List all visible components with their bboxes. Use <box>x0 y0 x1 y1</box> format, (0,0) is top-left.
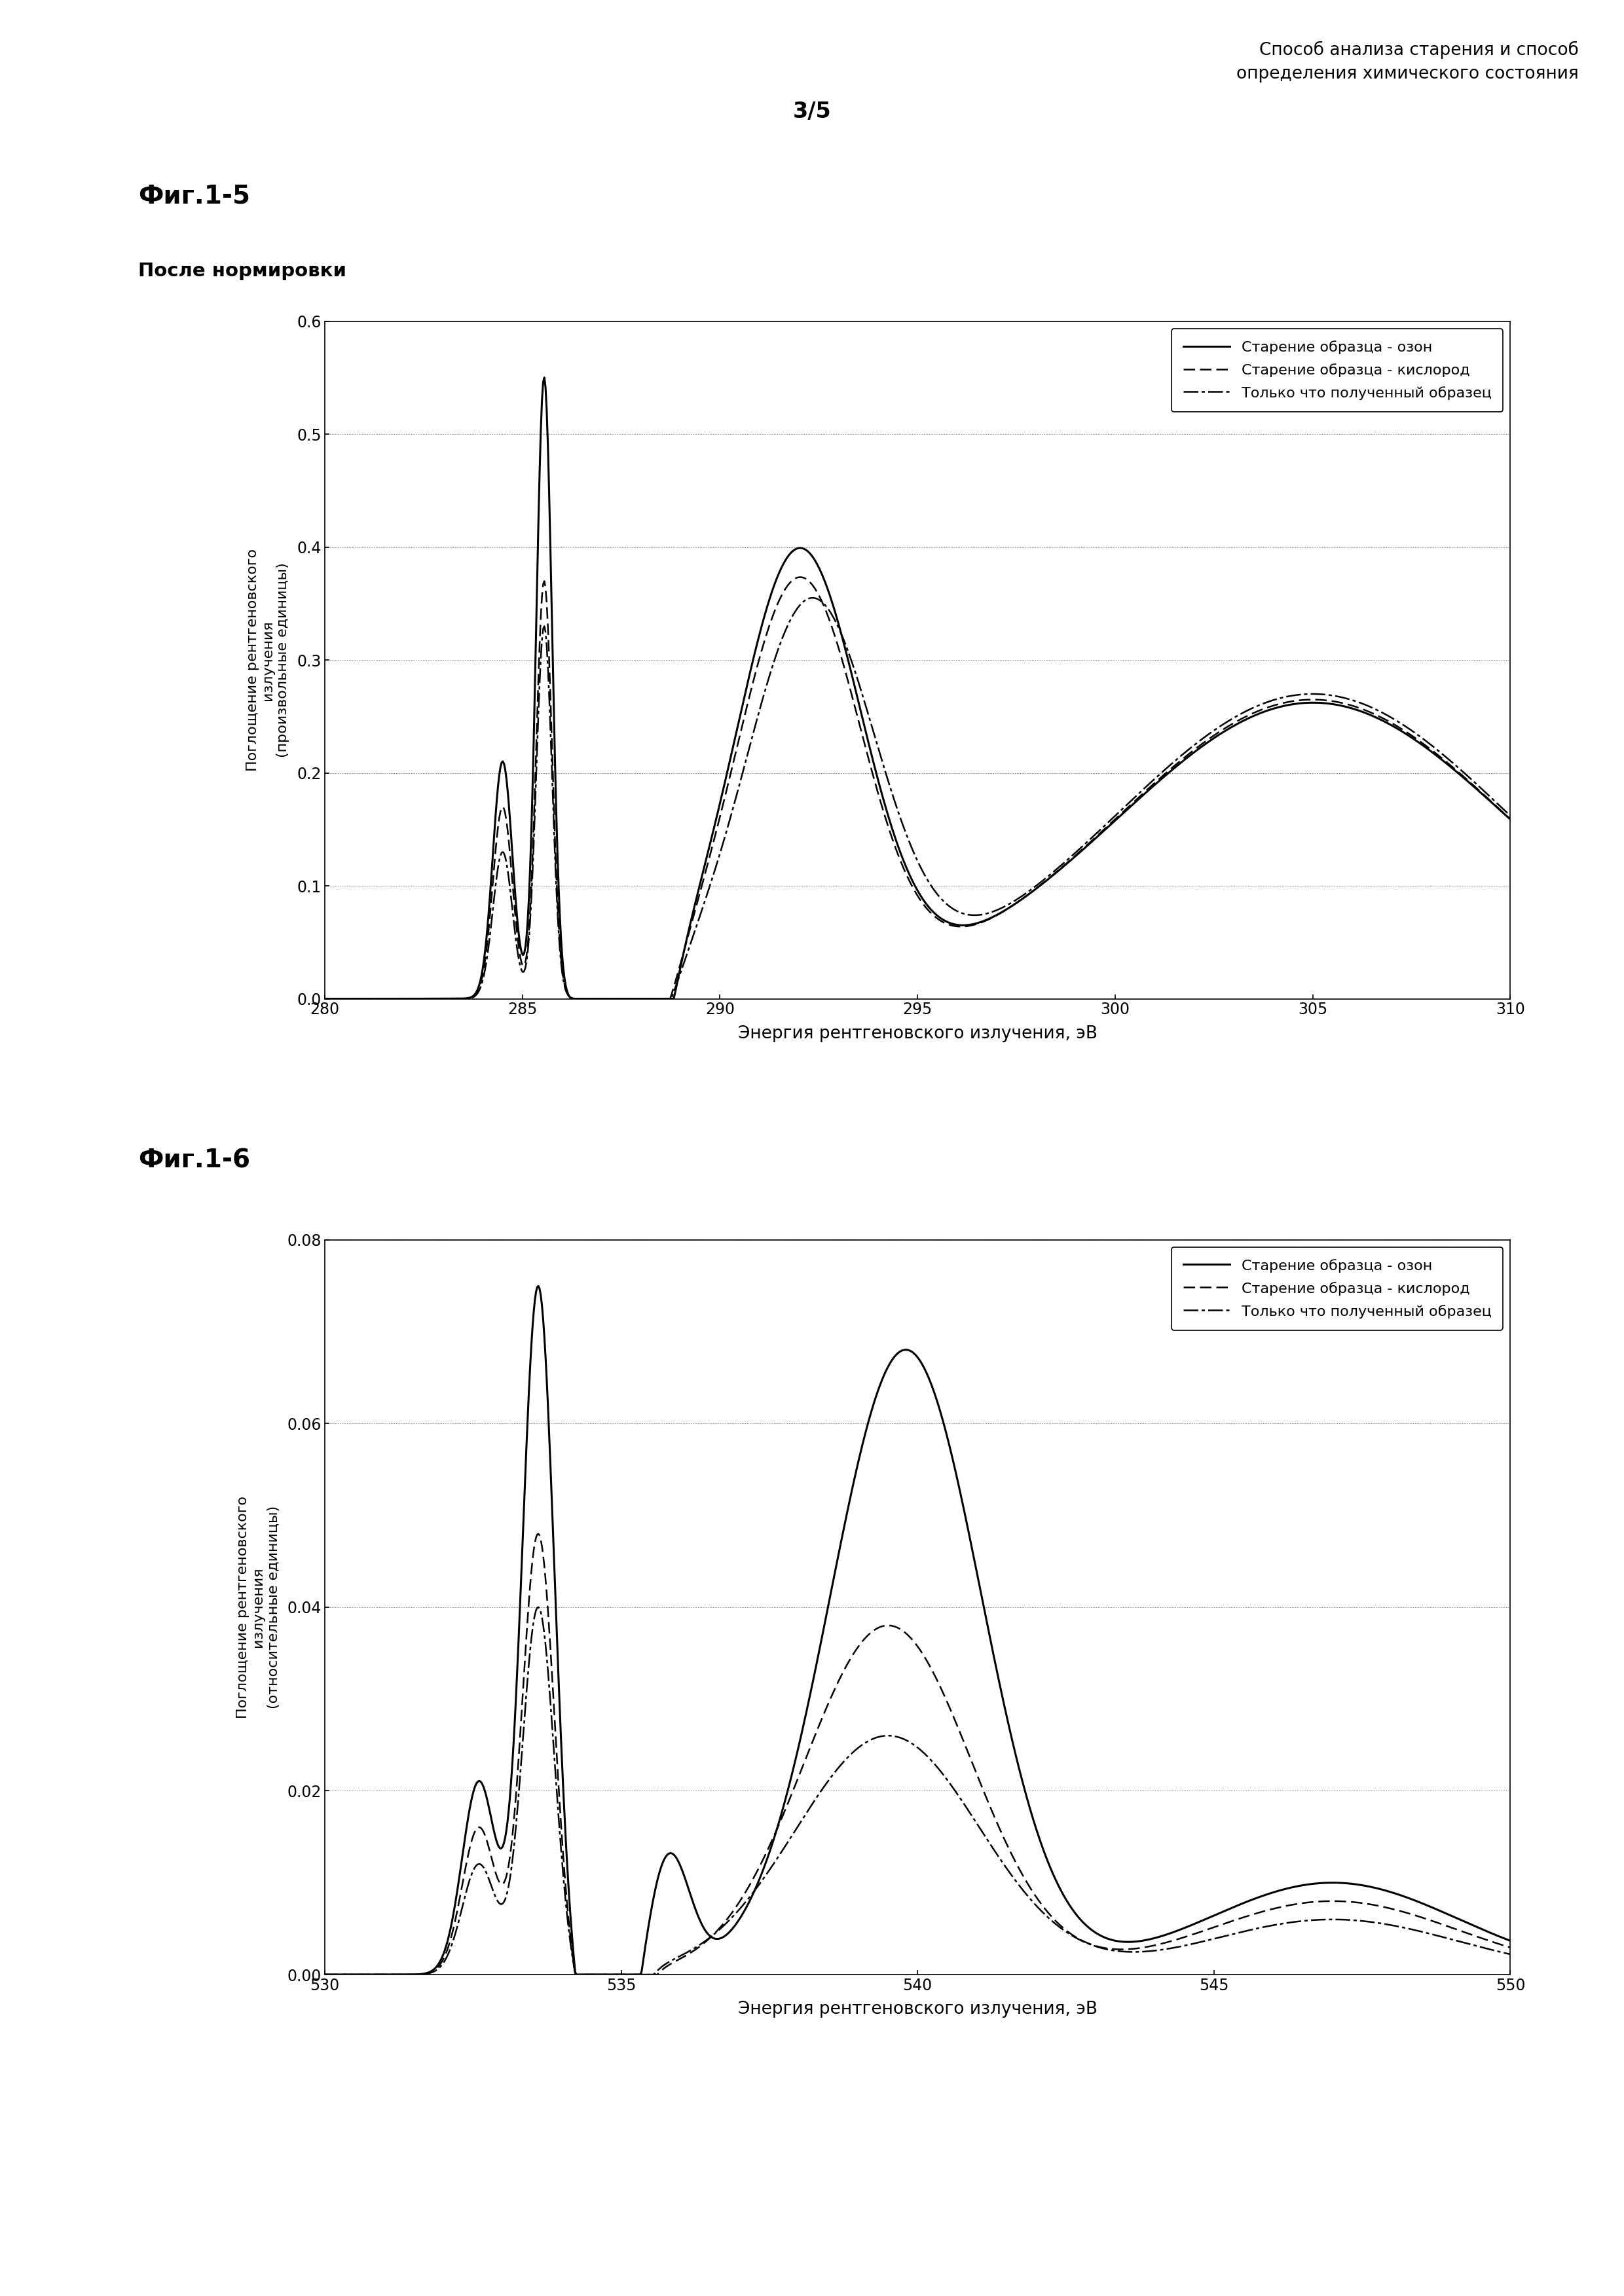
Text: 3/5: 3/5 <box>793 101 831 122</box>
Y-axis label: Поглощение рентгеновского
излучения
(относительные единицы): Поглощение рентгеновского излучения (отн… <box>237 1497 279 1717</box>
Legend: Старение образца - озон, Старение образца - кислород, Только что полученный обра: Старение образца - озон, Старение образц… <box>1171 1247 1504 1329</box>
Y-axis label: Поглощение рентгеновского
излучения
(произвольные единицы): Поглощение рентгеновского излучения (про… <box>247 549 289 771</box>
Legend: Старение образца - озон, Старение образца - кислород, Только что полученный обра: Старение образца - озон, Старение образц… <box>1171 328 1504 411</box>
Text: Фиг.1-6: Фиг.1-6 <box>138 1148 250 1173</box>
Text: Фиг.1-5: Фиг.1-5 <box>138 184 250 209</box>
X-axis label: Энергия рентгеновского излучения, эВ: Энергия рентгеновского излучения, эВ <box>737 2000 1098 2018</box>
Text: После нормировки: После нормировки <box>138 262 346 280</box>
Text: Способ анализа старения и способ
определения химического состояния: Способ анализа старения и способ определ… <box>1236 41 1579 83</box>
X-axis label: Энергия рентгеновского излучения, эВ: Энергия рентгеновского излучения, эВ <box>737 1024 1098 1042</box>
